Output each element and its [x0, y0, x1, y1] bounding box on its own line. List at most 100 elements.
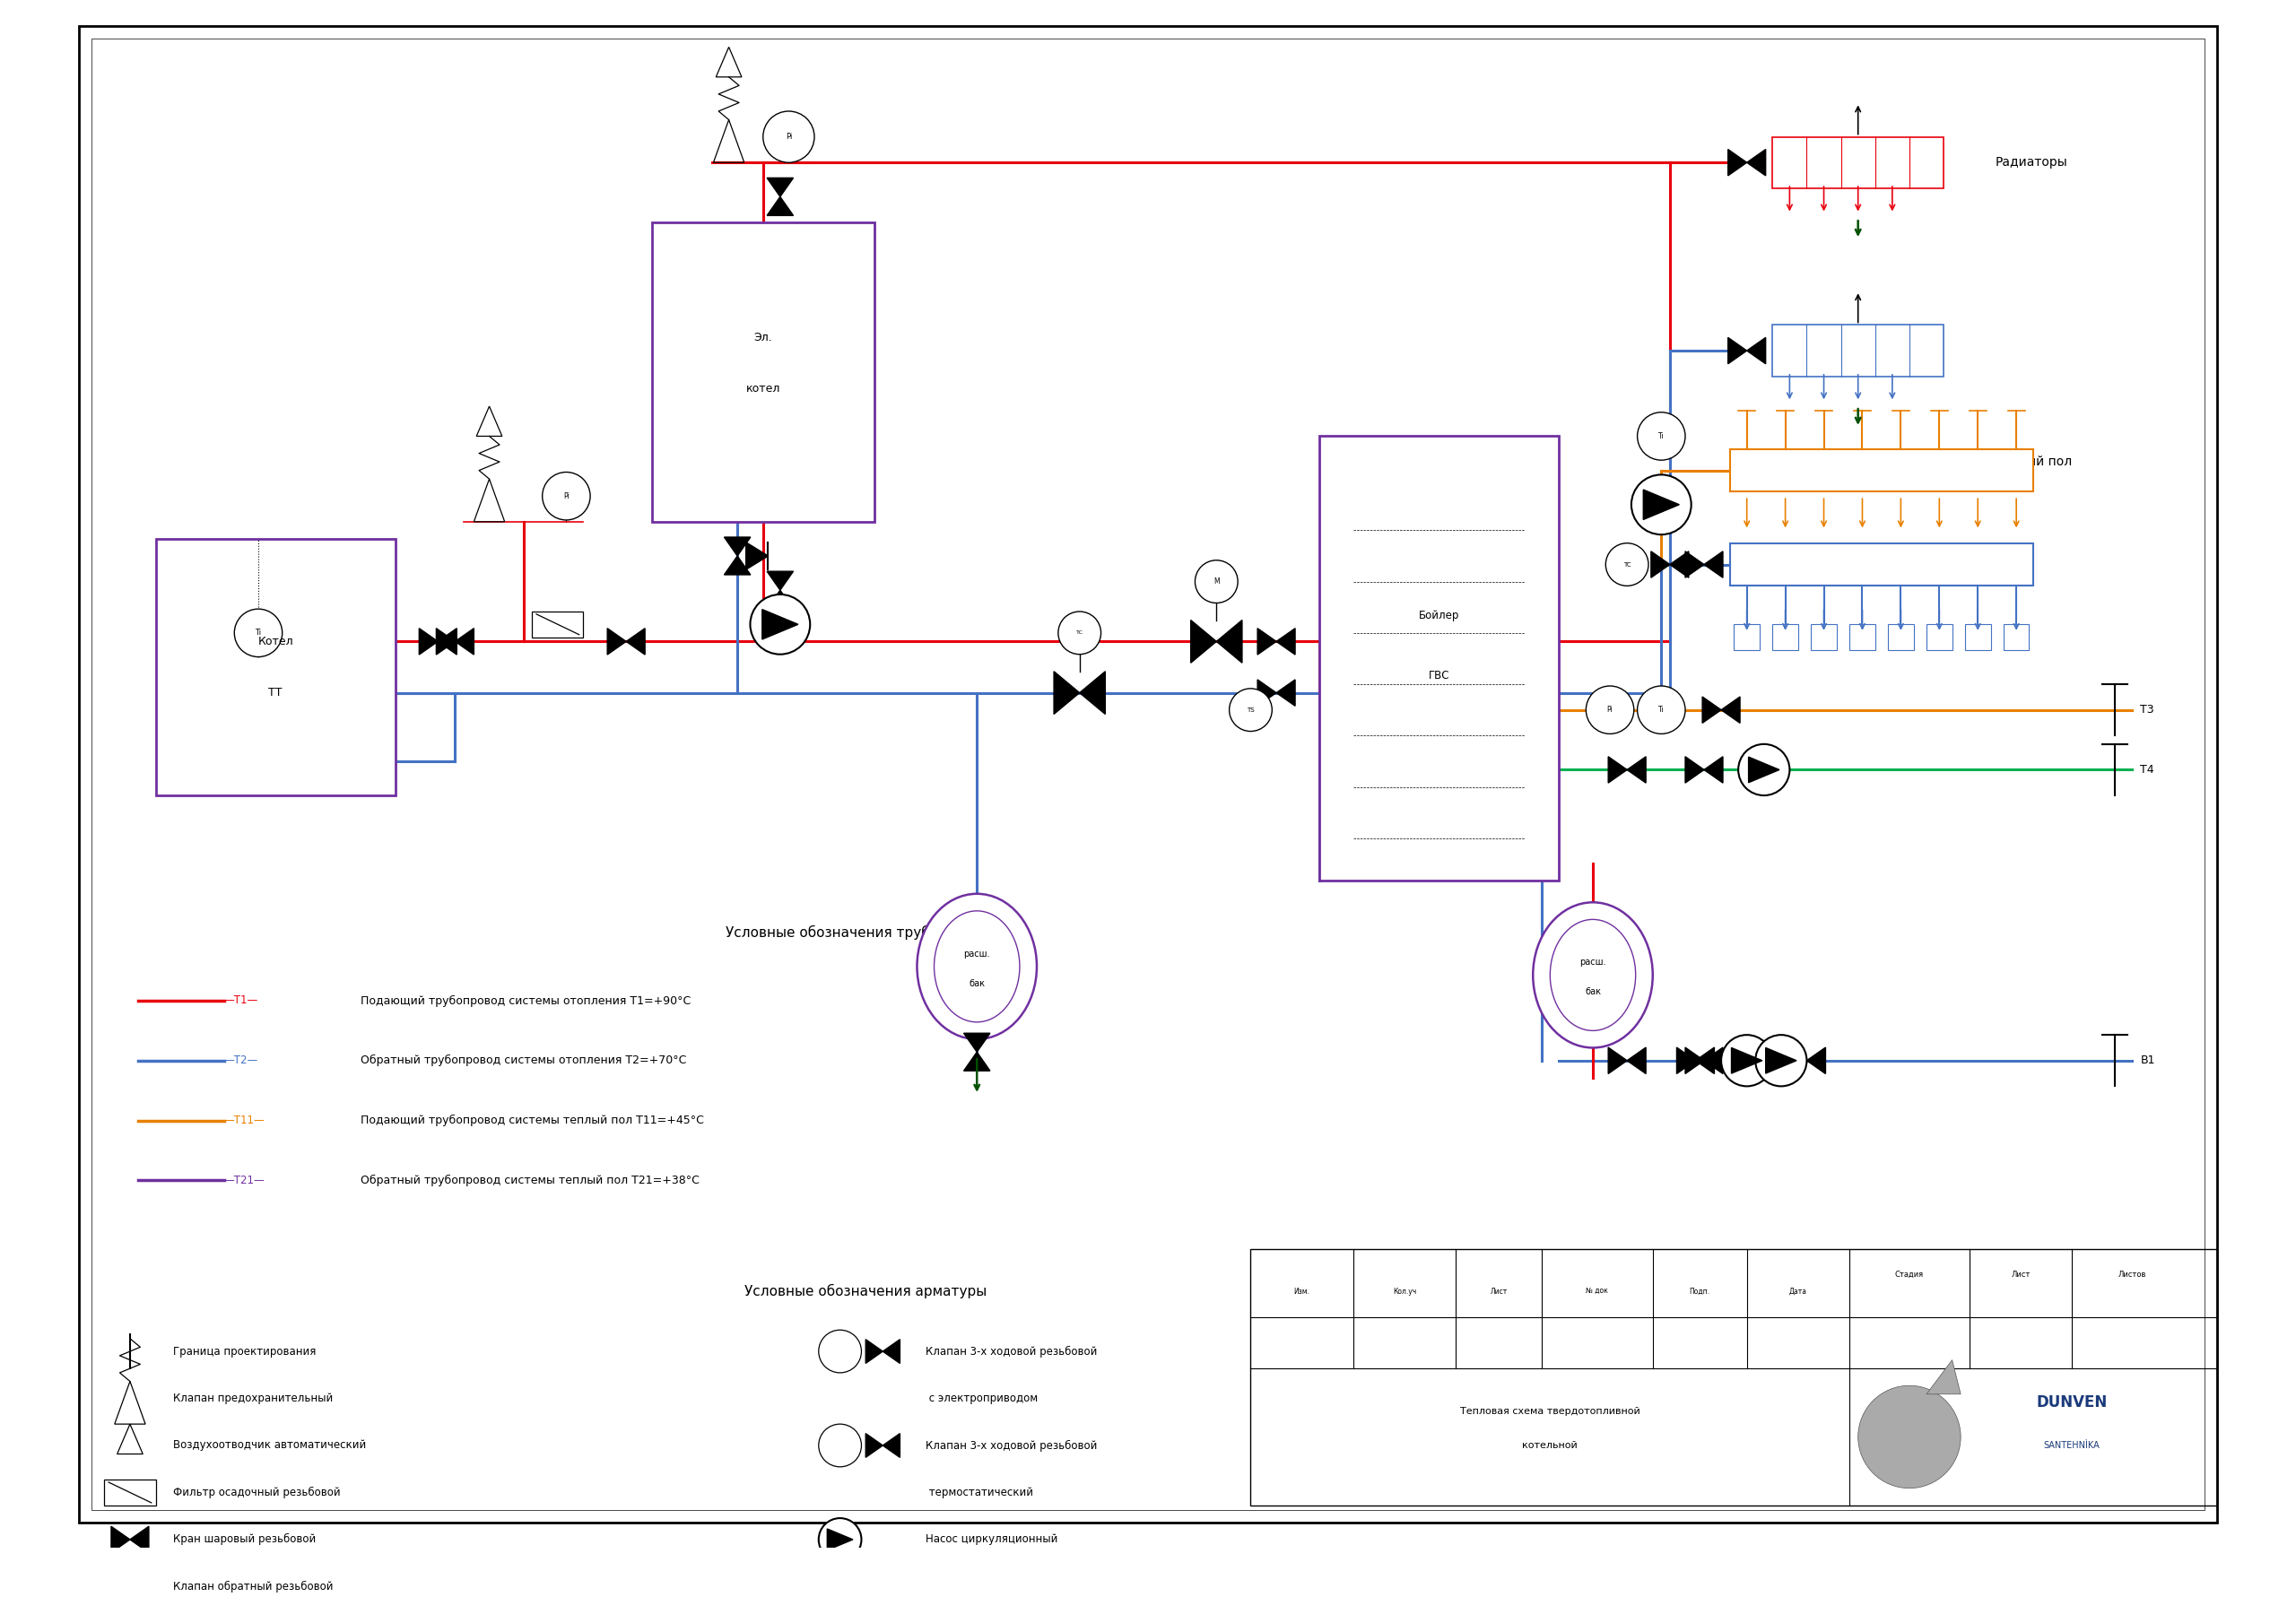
Polygon shape	[1277, 680, 1295, 706]
Polygon shape	[1704, 756, 1722, 782]
Text: Фильтр осадочный резьбовой: Фильтр осадочный резьбовой	[172, 1487, 340, 1498]
Ellipse shape	[916, 894, 1038, 1039]
Polygon shape	[608, 628, 627, 654]
Circle shape	[1605, 544, 1649, 586]
Text: Pi: Pi	[1607, 706, 1614, 714]
Text: Лист: Лист	[2011, 1271, 2030, 1279]
Text: Клапан 3-х ходовой резьбовой: Клапан 3-х ходовой резьбовой	[925, 1345, 1097, 1357]
Circle shape	[1637, 687, 1685, 734]
Text: ТТ: ТТ	[269, 687, 282, 698]
Polygon shape	[1685, 756, 1704, 782]
Polygon shape	[1704, 1047, 1722, 1074]
Polygon shape	[1644, 490, 1678, 519]
Polygon shape	[1258, 628, 1277, 654]
Text: —Т2—: —Т2—	[225, 1055, 259, 1066]
Text: Теплый пол: Теплый пол	[1995, 456, 2073, 467]
Text: Подающий трубопровод системы теплый пол Т11=+45°С: Подающий трубопровод системы теплый пол …	[360, 1115, 705, 1126]
Circle shape	[1194, 560, 1238, 604]
Bar	[1773, 136, 1945, 188]
Text: TS: TS	[1247, 708, 1254, 712]
Polygon shape	[1766, 1048, 1795, 1073]
Bar	[1251, 1248, 2218, 1505]
Polygon shape	[767, 571, 794, 591]
Text: Клапан предохранительный: Клапан предохранительный	[172, 1393, 333, 1404]
Circle shape	[820, 1329, 861, 1373]
Polygon shape	[767, 196, 794, 216]
Text: Листов: Листов	[2117, 1271, 2147, 1279]
Bar	[1729, 544, 2034, 586]
Polygon shape	[767, 179, 794, 196]
Circle shape	[234, 609, 282, 657]
Polygon shape	[1701, 696, 1722, 724]
Text: Бойлер: Бойлер	[1419, 610, 1460, 622]
Polygon shape	[436, 628, 455, 654]
Bar	[1733, 625, 1759, 651]
Polygon shape	[1685, 1047, 1704, 1074]
Bar	[1729, 450, 2034, 492]
Polygon shape	[1217, 620, 1242, 662]
Circle shape	[1058, 612, 1102, 654]
Text: Тепловая схема твердотопливной: Тепловая схема твердотопливной	[1460, 1407, 1639, 1415]
Circle shape	[1756, 1035, 1807, 1086]
Bar	[1773, 625, 1798, 651]
Circle shape	[820, 1423, 861, 1467]
Polygon shape	[110, 1526, 131, 1553]
Text: бак: бак	[969, 979, 985, 988]
Bar	[103, 1480, 156, 1505]
Text: бак: бак	[1584, 988, 1600, 997]
Polygon shape	[1676, 1047, 1694, 1074]
Polygon shape	[964, 1052, 990, 1071]
Bar	[2004, 625, 2030, 651]
Text: M: M	[838, 1349, 843, 1354]
Polygon shape	[882, 1433, 900, 1457]
Polygon shape	[627, 628, 645, 654]
Polygon shape	[1258, 680, 1277, 706]
Text: Стадия: Стадия	[1894, 1271, 1924, 1279]
Text: Pi: Pi	[563, 492, 569, 500]
Polygon shape	[723, 557, 751, 575]
Polygon shape	[964, 1034, 990, 1052]
Polygon shape	[1731, 1048, 1763, 1073]
Bar	[1887, 625, 1913, 651]
Polygon shape	[1704, 552, 1722, 578]
Polygon shape	[1694, 1047, 1715, 1074]
Text: термостатический: термостатический	[925, 1487, 1033, 1498]
Text: Обратный трубопровод системы отопления Т2=+70°С: Обратный трубопровод системы отопления Т…	[360, 1055, 687, 1066]
Bar	[1926, 625, 1952, 651]
Polygon shape	[866, 1339, 882, 1363]
Text: TC: TC	[1623, 562, 1630, 566]
Polygon shape	[113, 1573, 135, 1600]
Circle shape	[1738, 743, 1789, 795]
Polygon shape	[1729, 149, 1747, 175]
Text: Насос циркуляционный: Насос циркуляционный	[925, 1534, 1058, 1545]
Polygon shape	[1685, 552, 1704, 578]
Polygon shape	[746, 542, 769, 570]
Polygon shape	[1747, 149, 1766, 175]
Polygon shape	[455, 628, 473, 654]
Polygon shape	[1651, 552, 1669, 578]
Polygon shape	[1079, 672, 1104, 714]
Bar	[156, 539, 395, 795]
Text: с электроприводом: с электроприводом	[925, 1393, 1038, 1404]
Text: Pi: Pi	[785, 133, 792, 141]
Polygon shape	[1607, 1047, 1628, 1074]
Polygon shape	[131, 1526, 149, 1553]
Polygon shape	[827, 1529, 852, 1550]
Circle shape	[1637, 412, 1685, 461]
Text: Ti: Ti	[1658, 706, 1665, 714]
Text: В1: В1	[2140, 1055, 2156, 1066]
Text: котел: котел	[746, 383, 781, 394]
Ellipse shape	[1534, 902, 1653, 1048]
Text: —Т11—: —Т11—	[225, 1115, 264, 1126]
Polygon shape	[1789, 1047, 1807, 1074]
Text: расш.: расш.	[1580, 958, 1607, 967]
Polygon shape	[439, 628, 457, 654]
Text: M: M	[1215, 578, 1219, 586]
Circle shape	[820, 1518, 861, 1561]
Polygon shape	[1722, 696, 1740, 724]
Circle shape	[751, 594, 810, 654]
Bar	[1851, 625, 1876, 651]
Polygon shape	[767, 591, 794, 609]
Text: Граница проектирования: Граница проектирования	[172, 1345, 315, 1357]
Polygon shape	[1628, 1047, 1646, 1074]
